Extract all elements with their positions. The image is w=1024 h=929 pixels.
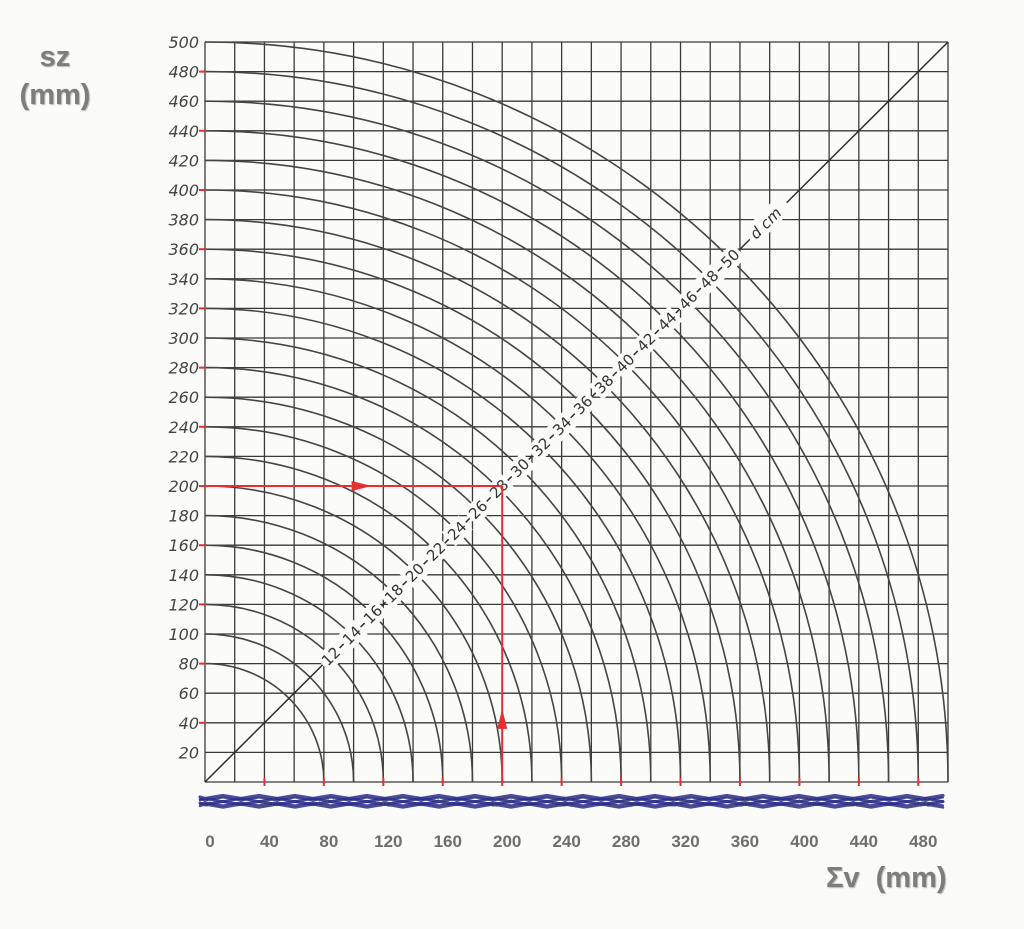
old-x-tick-label: 40 [317, 795, 335, 811]
y-tick-label: 60 [179, 684, 199, 703]
old-axis-scribble: 0 20 40 60 80 100 120 140 160 180 200 220 240 [198, 778, 945, 811]
diameter-label-bg [483, 473, 515, 505]
y-axis-label: sz (mm) [12, 38, 98, 114]
y-tick-label: 240 [168, 418, 199, 437]
y-tick-label: 80 [179, 655, 199, 674]
scribble-stroke [198, 803, 945, 809]
x-tick-label: 0 [205, 832, 214, 851]
y-tick-label: 100 [168, 625, 199, 644]
y-axis-label-line1: sz [39, 41, 71, 73]
diameter-label-bg [609, 347, 641, 379]
y-tick-label: 320 [168, 299, 199, 318]
diameter-label-bg [336, 619, 368, 652]
diameter-label-bg [546, 410, 578, 442]
old-x-tick-label: 220 [847, 795, 874, 811]
old-x-tick-label: 80 [436, 795, 454, 811]
y-tick-label: 220 [168, 447, 199, 466]
x-tick-label: 120 [374, 832, 402, 851]
scribble-stroke [198, 801, 945, 807]
x-tick-label: 240 [552, 832, 580, 851]
x-tick-label: 280 [612, 832, 640, 851]
y-tick-label: 260 [168, 388, 199, 407]
old-x-tick-label: 140 [610, 795, 637, 811]
y-tick-label: 200 [168, 477, 199, 496]
y-tick-label: 380 [168, 211, 199, 230]
old-x-tick-label: 0 [203, 795, 212, 811]
old-x-tick-label: 100 [491, 795, 518, 811]
y-tick-label: 140 [168, 566, 199, 585]
diameter-label-bg [315, 640, 347, 672]
diameter-label-bg [525, 431, 557, 463]
y-tick-label: 400 [168, 181, 199, 200]
x-tick-label: 40 [260, 832, 279, 851]
diameter-label-bg [588, 368, 620, 400]
y-tick-label: 340 [168, 270, 199, 289]
y-tick-label: 480 [168, 63, 199, 82]
scribble-stroke [198, 797, 945, 803]
y-tick-label: 440 [168, 122, 199, 141]
y-tick-label: 120 [168, 595, 199, 614]
old-x-tick-label: 240 [907, 795, 934, 811]
diameter-label-bg [357, 599, 389, 631]
x-tick-label: 80 [319, 832, 338, 851]
x-tick-label: 320 [671, 832, 699, 851]
x-tick-label: 160 [434, 832, 462, 851]
y-tick-labels: 20 40 60 80 100 120 140 160 180 200 220 240 260 280 30… [168, 33, 206, 762]
diameter-unit-group: d cm [742, 194, 793, 246]
diameter-label-bg [672, 285, 704, 317]
scribble-stroke [199, 796, 944, 802]
y-tick-label: 180 [168, 507, 199, 526]
reading-example [205, 481, 508, 782]
y-tick-label: 300 [168, 329, 199, 348]
diameter-label-bg [378, 578, 410, 610]
old-x-tick-label: 160 [669, 795, 696, 811]
y-tick-label: 160 [168, 536, 199, 555]
diameter-label-bg [714, 243, 746, 275]
y-tick-label: 40 [179, 714, 199, 733]
arrow-up-icon [497, 708, 508, 729]
diameter-label-bg [630, 326, 662, 359]
x-tick-label: 360 [731, 832, 759, 851]
arrow-right-icon [351, 481, 372, 491]
old-x-tick-label: 60 [376, 795, 394, 811]
x-tick-label: 400 [790, 832, 818, 851]
x-tick-label: 440 [850, 832, 878, 851]
old-x-tick-label: 180 [729, 795, 756, 811]
x-tick-label: 200 [493, 832, 521, 851]
y-axis-label-line2: (mm) [19, 79, 91, 111]
diameter-unit-bg [742, 194, 793, 246]
grid [204, 41, 949, 783]
y-tick-label: 420 [168, 151, 199, 170]
old-x-tick-label: 200 [788, 795, 815, 811]
x-tick-label: 480 [909, 832, 937, 851]
y-tick-label: 280 [168, 359, 199, 378]
diameter-label-bg [399, 557, 431, 589]
diameter-label-bg [693, 264, 725, 296]
diameter-label-bg [567, 389, 599, 421]
y-tick-label: 360 [168, 240, 199, 259]
diameter-label-bg [441, 515, 473, 547]
diameter-label-bg [462, 494, 494, 526]
diameter-label-bg [651, 305, 683, 338]
x-axis-label: Σv (mm) [826, 862, 947, 894]
x-tick-labels: 0 40 80 120 160 200 240 280 320 360 400 440 480 [205, 832, 937, 851]
old-x-tick-label: 20 [258, 795, 276, 811]
diameter-label-bg [504, 452, 536, 484]
y-tick-label: 20 [179, 743, 199, 762]
y-tick-label: 500 [168, 33, 199, 52]
y-tick-label: 460 [168, 92, 199, 111]
old-x-tick-label: 120 [550, 795, 577, 811]
diameter-label-bg [420, 536, 452, 568]
